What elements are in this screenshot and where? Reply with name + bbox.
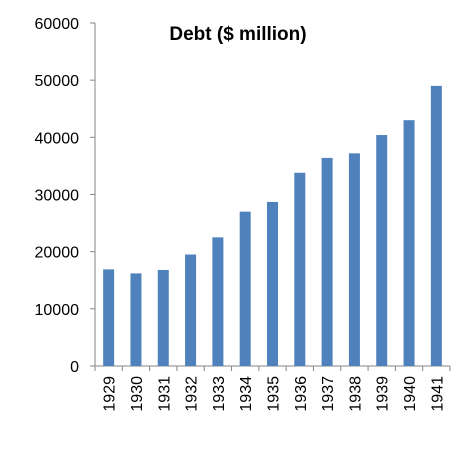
bars — [103, 85, 442, 366]
bar-1929 — [103, 269, 115, 366]
bar-1931 — [157, 269, 169, 366]
x-tick-label: 1939 — [375, 376, 392, 412]
x-tick-label: 1936 — [293, 376, 310, 412]
y-tick-label: 10000 — [35, 302, 80, 319]
y-tick-label: 20000 — [35, 245, 80, 262]
y-tick-label: 60000 — [35, 16, 80, 33]
x-axis: 1929 1930 1931 1932 1933 1934 1935 1936 1937 1938… — [94, 365, 451, 412]
x-tick-label: 1934 — [238, 376, 255, 412]
y-axis: 0 10000 20000 30000 40000 50000 60000 — [35, 16, 96, 376]
y-tick-label: 50000 — [35, 73, 80, 90]
bar-1932 — [185, 254, 197, 366]
bar-1941 — [430, 85, 442, 366]
y-tick-label: 30000 — [35, 188, 80, 205]
chart-title: Debt ($ million) — [169, 24, 306, 45]
x-tick-label: 1938 — [347, 376, 364, 412]
bar-1930 — [130, 273, 142, 366]
bar-1934 — [239, 211, 251, 366]
y-tick-label: 0 — [70, 359, 79, 376]
x-tick-label: 1940 — [402, 376, 419, 412]
bar-1936 — [294, 172, 306, 366]
bar-1940 — [403, 120, 415, 366]
x-tick-label: 1937 — [320, 376, 337, 412]
y-tick-label: 40000 — [35, 130, 80, 147]
x-tick-label: 1941 — [429, 376, 446, 412]
x-tick-label: 1935 — [266, 376, 283, 412]
x-tick-label: 1932 — [184, 376, 201, 412]
x-tick-label: 1930 — [129, 376, 146, 412]
x-tick-label: 1929 — [102, 376, 119, 412]
x-tick-label: 1931 — [156, 376, 173, 412]
bar-1937 — [321, 157, 333, 366]
bar-1935 — [267, 201, 278, 366]
x-tick-label: 1933 — [211, 376, 228, 412]
bar-1933 — [212, 237, 224, 366]
bar-1939 — [376, 135, 388, 366]
bar-1938 — [348, 153, 360, 366]
